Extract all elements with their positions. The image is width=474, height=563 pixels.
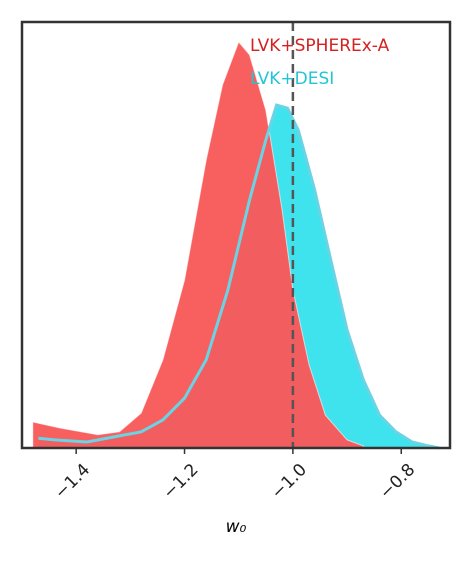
legend-label: LVK+DESI [250,69,334,89]
line [38,103,440,450]
x-tick-label: −1.2 [159,460,202,503]
x-tick-label: −0.8 [376,460,419,503]
plot-frame [20,20,452,450]
x-tick-label: −1.0 [268,460,311,503]
x-tick-label: −1.4 [51,460,94,503]
area [32,41,364,449]
x-axis-label: w₀ [226,517,247,537]
legend-label: LVK+SPHEREx-A [250,36,390,56]
